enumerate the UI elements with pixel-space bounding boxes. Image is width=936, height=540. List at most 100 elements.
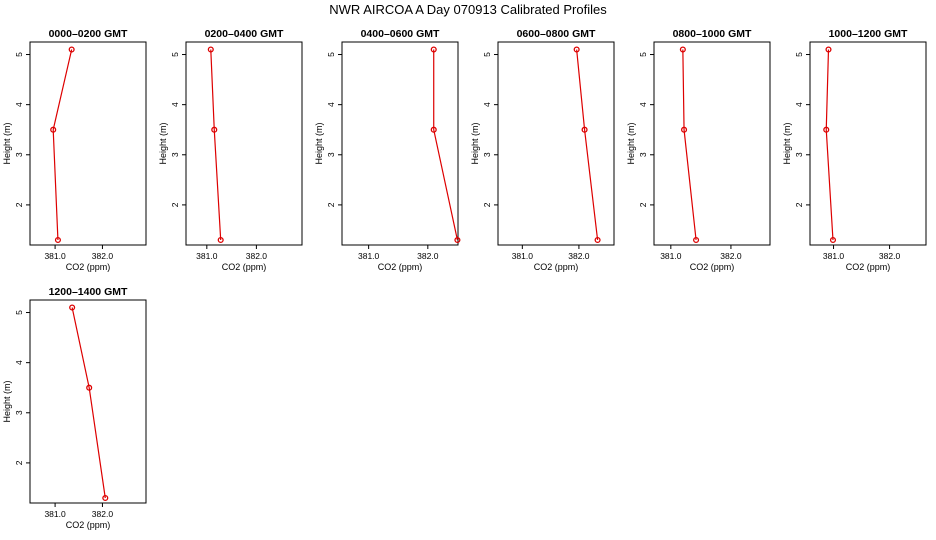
panel-title: 1200–1400 GMT: [49, 286, 128, 298]
y-tick-label: 2: [326, 202, 336, 207]
y-tick-label: 2: [638, 202, 648, 207]
y-tick-label: 4: [14, 102, 24, 107]
data-point: [679, 46, 686, 53]
data-point: [594, 236, 601, 244]
x-axis-label: CO2 (ppm): [66, 520, 111, 530]
y-tick-label: 5: [14, 52, 24, 57]
x-tick-label: 381.0: [196, 251, 218, 261]
y-tick-label: 4: [326, 102, 336, 107]
y-tick-label: 3: [482, 152, 492, 157]
y-axis-label: Height (m): [158, 122, 168, 164]
x-tick-label: 382.0: [92, 251, 114, 261]
x-axis-label: CO2 (ppm): [846, 262, 891, 272]
chart-panel: 0400–0600 GMT 381.0 382.0 2 3 4 5 CO2 (ppm) Heig…: [314, 28, 461, 272]
panel-title: 0000–0200 GMT: [49, 28, 128, 40]
panel-title: 0600–0800 GMT: [517, 28, 596, 40]
y-tick-label: 3: [170, 152, 180, 157]
y-tick-label: 5: [794, 52, 804, 57]
data-point: [69, 304, 76, 311]
y-tick-label: 4: [14, 360, 24, 365]
chart-panel: 0200–0400 GMT 381.0 382.0 2 3 4 5 CO2 (ppm) Heig…: [158, 28, 303, 272]
data-point: [211, 126, 218, 133]
y-tick-label: 3: [14, 410, 24, 415]
x-tick-label: 382.0: [246, 251, 268, 261]
data-point: [54, 236, 61, 244]
plot-frame: [29, 299, 147, 504]
data-point: [207, 46, 214, 53]
panel-title: 0800–1000 GMT: [673, 28, 752, 40]
x-tick-label: 381.0: [512, 251, 534, 261]
data-point: [681, 126, 688, 133]
y-tick-label: 5: [170, 52, 180, 57]
y-tick-label: 5: [14, 310, 24, 315]
y-tick-label: 5: [326, 52, 336, 57]
y-tick-label: 5: [638, 52, 648, 57]
x-tick-label: 382.0: [417, 251, 439, 261]
panels: 0000–0200 GMT 381.0 382.0 2 3 4 5 CO2 (ppm) Heig…: [2, 28, 927, 530]
data-point: [217, 236, 224, 244]
data-point: [454, 236, 461, 244]
x-axis-label: CO2 (ppm): [690, 262, 735, 272]
y-axis-label: Height (m): [626, 122, 636, 164]
x-tick-label: 381.0: [358, 251, 380, 261]
profile-line: [825, 49, 834, 241]
y-tick-label: 5: [482, 52, 492, 57]
chart-panel: 0600–0800 GMT 381.0 382.0 2 3 4 5 CO2 (ppm) Heig…: [470, 28, 615, 272]
data-point: [86, 384, 93, 391]
x-tick-label: 382.0: [720, 251, 742, 261]
plot-frame: [653, 41, 771, 246]
data-point: [50, 126, 57, 133]
data-point: [581, 126, 588, 133]
data-point: [68, 46, 75, 53]
data-point: [430, 126, 437, 133]
profile-line: [433, 49, 458, 241]
profile-line: [576, 49, 599, 241]
y-tick-label: 2: [482, 202, 492, 207]
y-axis-label: Height (m): [314, 122, 324, 164]
x-tick-label: 382.0: [92, 509, 114, 519]
x-tick-label: 382.0: [568, 251, 590, 261]
data-point: [430, 46, 437, 53]
figure-title: NWR AIRCOA A Day 070913 Calibrated Profi…: [329, 2, 607, 17]
y-tick-label: 3: [638, 152, 648, 157]
plot-frame: [341, 41, 459, 246]
y-axis-label: Height (m): [2, 380, 12, 422]
y-tick-label: 2: [170, 202, 180, 207]
x-axis-label: CO2 (ppm): [378, 262, 423, 272]
panel-title: 1000–1200 GMT: [829, 28, 908, 40]
chart-panel: 1000–1200 GMT 381.0 382.0 2 3 4 5 CO2 (ppm) Heig…: [782, 28, 927, 272]
panel-title: 0200–0400 GMT: [205, 28, 284, 40]
y-tick-label: 3: [14, 152, 24, 157]
x-tick-label: 381.0: [823, 251, 845, 261]
y-tick-label: 4: [170, 102, 180, 107]
profile-line: [210, 49, 222, 241]
y-axis-label: Height (m): [470, 122, 480, 164]
y-tick-label: 3: [326, 152, 336, 157]
data-point: [829, 236, 837, 244]
y-tick-label: 2: [794, 202, 804, 207]
x-axis-label: CO2 (ppm): [66, 262, 111, 272]
y-tick-label: 4: [638, 102, 648, 107]
y-tick-label: 2: [14, 460, 24, 465]
x-tick-label: 381.0: [44, 251, 66, 261]
x-tick-label: 381.0: [660, 251, 682, 261]
data-point: [825, 46, 832, 53]
data-point: [573, 46, 580, 53]
y-axis-label: Height (m): [782, 122, 792, 164]
x-tick-label: 381.0: [44, 509, 66, 519]
panel-title: 0400–0600 GMT: [361, 28, 440, 40]
plot-frame: [29, 41, 147, 246]
profile-line: [682, 49, 697, 241]
y-tick-label: 2: [14, 202, 24, 207]
profile-line: [52, 49, 73, 241]
plot-frame: [185, 41, 303, 246]
chart-panel: 0000–0200 GMT 381.0 382.0 2 3 4 5 CO2 (ppm) Heig…: [2, 28, 147, 272]
y-tick-label: 4: [794, 102, 804, 107]
plot-frame: [497, 41, 615, 246]
chart-panel: 1200–1400 GMT 381.0 382.0 2 3 4 5 CO2 (ppm) Heig…: [2, 286, 147, 530]
y-tick-label: 4: [482, 102, 492, 107]
x-tick-label: 382.0: [879, 251, 901, 261]
data-point: [693, 236, 700, 244]
profile-line: [71, 307, 106, 499]
